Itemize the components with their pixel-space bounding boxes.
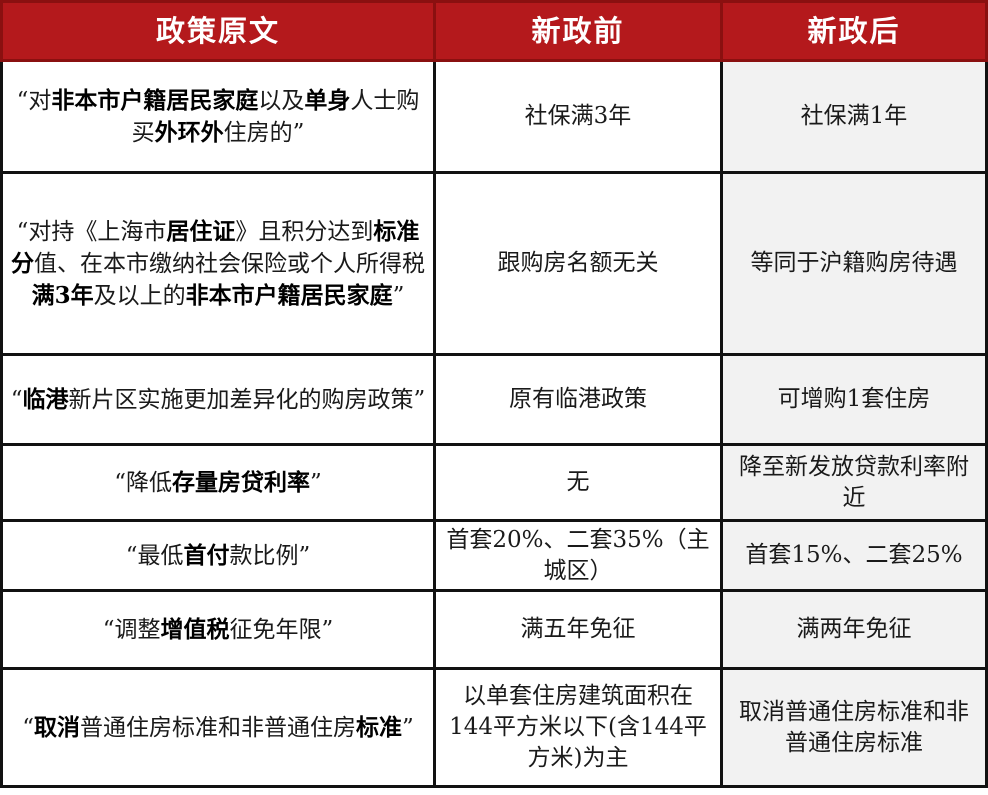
policy-text-emphasis: 取消 <box>34 713 80 741</box>
policy-text-segment: ” <box>402 714 414 741</box>
before-cell: 首套20%、二套35%（主城区） <box>433 519 723 592</box>
policy-text-segment: 以及 <box>258 87 305 114</box>
policy-text-segment: 值、在本市缴纳社会保险或个人所得税 <box>34 250 425 277</box>
before-cell: 满五年免征 <box>433 589 723 670</box>
policy-text-emphasis: 单身 <box>304 86 351 114</box>
after-cell: 满两年免征 <box>720 589 988 670</box>
policy-text-cell: “对非本市户籍居民家庭以及单身人士购买外环外住房的” <box>0 59 436 174</box>
table-row: “对非本市户籍居民家庭以及单身人士购买外环外住房的” 社保满3年 社保满1年 <box>0 59 988 174</box>
table-row: “最低首付款比例” 首套20%、二套35%（主城区） 首套15%、二套25% <box>0 519 988 592</box>
after-cell: 降至新发放贷款利率附近 <box>720 443 988 522</box>
policy-text-cell: “最低首付款比例” <box>0 519 436 592</box>
after-cell: 首套15%、二套25% <box>720 519 988 592</box>
policy-text-segment: “对持《上海市 <box>16 218 167 245</box>
policy-text-emphasis: 临港 <box>22 385 69 413</box>
policy-text-segment: 住房的” <box>223 119 305 146</box>
policy-text-segment: 及以上的 <box>93 282 186 309</box>
policy-text-segment: ” <box>310 469 322 496</box>
table-row: “降低存量房贷利率” 无降至新发放贷款利率附近 <box>0 443 988 522</box>
policy-text-emphasis: 非本市户籍居民家庭 <box>51 86 259 114</box>
before-cell: 无 <box>433 443 723 522</box>
policy-text-segment: 新片区实施更加差异化的购房政策” <box>68 386 426 413</box>
policy-text-emphasis: 标准 <box>356 713 402 741</box>
policy-text-segment: “对 <box>16 87 52 114</box>
policy-text-segment: 普通住房标准和非普通住房 <box>80 714 356 741</box>
policy-text-emphasis: 增值税 <box>160 615 230 643</box>
policy-text-segment: “ <box>10 386 23 413</box>
policy-text-segment: ” <box>392 282 405 309</box>
header-policy-text: 政策原文 <box>0 0 436 62</box>
before-cell: 以单套住房建筑面积在144平方米以下(含144平方米)为主 <box>433 667 723 788</box>
policy-text-emphasis: 首付 <box>183 541 230 569</box>
policy-text-segment: 人士购买 <box>131 87 420 146</box>
policy-text-cell: “临港新片区实施更加差异化的购房政策” <box>0 353 436 446</box>
header-row: 政策原文 新政前 新政后 <box>0 0 988 62</box>
header-before: 新政前 <box>433 0 723 62</box>
policy-text-segment: “调整 <box>102 616 161 643</box>
after-cell: 可增购1套住房 <box>720 353 988 446</box>
policy-text-cell: “取消普通住房标准和非普通住房标准” <box>0 667 436 788</box>
policy-text-segment: 》且积分达到 <box>235 218 374 245</box>
policy-text-emphasis: 存量房贷利率 <box>172 468 310 496</box>
after-cell: 取消普通住房标准和非普通住房标准 <box>720 667 988 788</box>
policy-text-cell: “降低存量房贷利率” <box>0 443 436 522</box>
table-row: “对持《上海市居住证》且积分达到标准分值、在本市缴纳社会保险或个人所得税满3年及… <box>0 171 988 356</box>
policy-text-emphasis: 标准分 <box>11 217 420 277</box>
header-after: 新政后 <box>720 0 988 62</box>
policy-text-emphasis: 外环外 <box>154 118 224 146</box>
policy-text-segment: 款比例” <box>229 542 311 569</box>
policy-text-emphasis: 满3年 <box>31 281 94 309</box>
after-cell: 社保满1年 <box>720 59 988 174</box>
table-row: “取消普通住房标准和非普通住房标准” 以单套住房建筑面积在144平方米以下(含14… <box>0 667 988 788</box>
policy-text-cell: “对持《上海市居住证》且积分达到标准分值、在本市缴纳社会保险或个人所得税满3年及… <box>0 171 436 356</box>
policy-text-segment: “ <box>22 714 34 741</box>
table-row: “调整增值税征免年限” 满五年免征 满两年免征 <box>0 589 988 670</box>
before-cell: 跟购房名额无关 <box>433 171 723 356</box>
table-row: “临港新片区实施更加差异化的购房政策” 原有临港政策 可增购1套住房 <box>0 353 988 446</box>
policy-text-segment: “降低 <box>114 469 172 496</box>
policy-text-segment: “最低 <box>125 542 184 569</box>
before-cell: 社保满3年 <box>433 59 723 174</box>
policy-text-segment: 征免年限” <box>229 616 334 643</box>
after-cell: 等同于沪籍购房待遇 <box>720 171 988 356</box>
policy-text-cell: “调整增值税征免年限” <box>0 589 436 670</box>
policy-text-emphasis: 居住证 <box>166 217 236 245</box>
policy-text-emphasis: 非本市户籍居民家庭 <box>185 281 393 309</box>
before-cell: 原有临港政策 <box>433 353 723 446</box>
